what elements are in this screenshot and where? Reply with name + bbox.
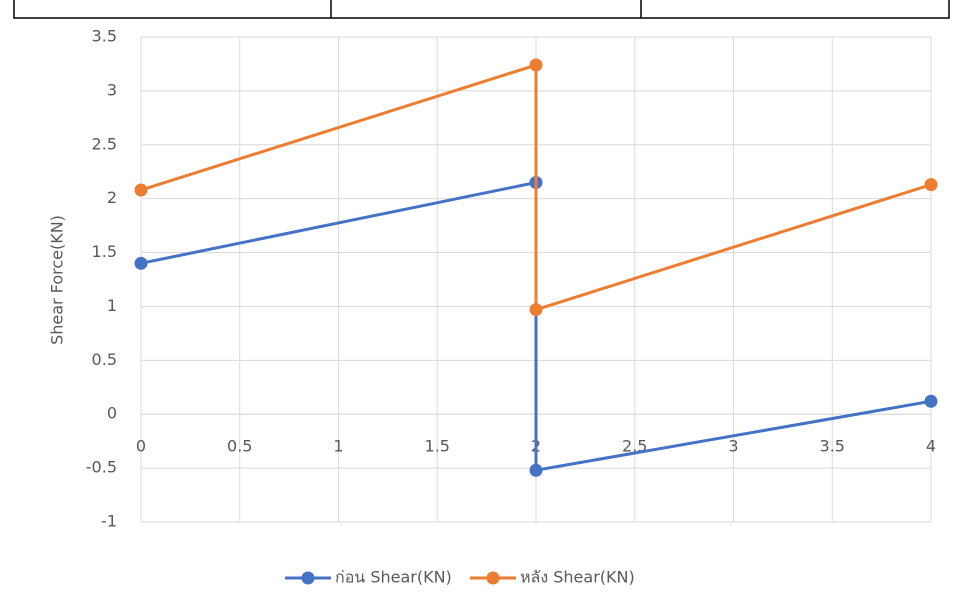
- legend-marker: [486, 571, 500, 585]
- legend-marker: [301, 571, 315, 585]
- data-point: [924, 394, 938, 408]
- y-tick-label: 1.5: [92, 242, 117, 261]
- x-tick-label: 4: [926, 437, 936, 456]
- y-tick-label: -0.5: [86, 458, 117, 477]
- y-tick-label: 3: [107, 80, 117, 99]
- y-tick-label: 2.5: [92, 134, 117, 153]
- series-line: [140, 62, 932, 312]
- x-tick-label: 1.5: [425, 437, 450, 456]
- y-tick-label: 0: [107, 404, 117, 423]
- table-row: [13, 0, 950, 19]
- y-tick-label: -1: [101, 512, 117, 531]
- data-point: [529, 58, 543, 72]
- y-axis-label: Shear Force(KN): [48, 215, 67, 345]
- x-tick-label: 0: [136, 437, 146, 456]
- data-point: [529, 463, 543, 477]
- data-point: [134, 256, 148, 270]
- x-tick-label: 1: [333, 437, 343, 456]
- data-point: [924, 178, 938, 192]
- series-line: [140, 180, 932, 473]
- data-point: [134, 183, 148, 197]
- legend-label: ก่อน Shear(KN): [335, 568, 452, 587]
- y-tick-label: 2: [107, 188, 117, 207]
- legend-label: หลัง Shear(KN): [520, 568, 635, 587]
- y-tick-label: 0.5: [92, 350, 117, 369]
- y-tick-label: 3.5: [92, 27, 117, 46]
- table-header: [13, 0, 950, 19]
- x-tick-label: 3: [728, 437, 738, 456]
- y-tick-label: 1: [107, 296, 117, 315]
- x-tick-label: 0.5: [227, 437, 252, 456]
- data-point: [529, 303, 543, 317]
- x-tick-label: 3.5: [820, 437, 845, 456]
